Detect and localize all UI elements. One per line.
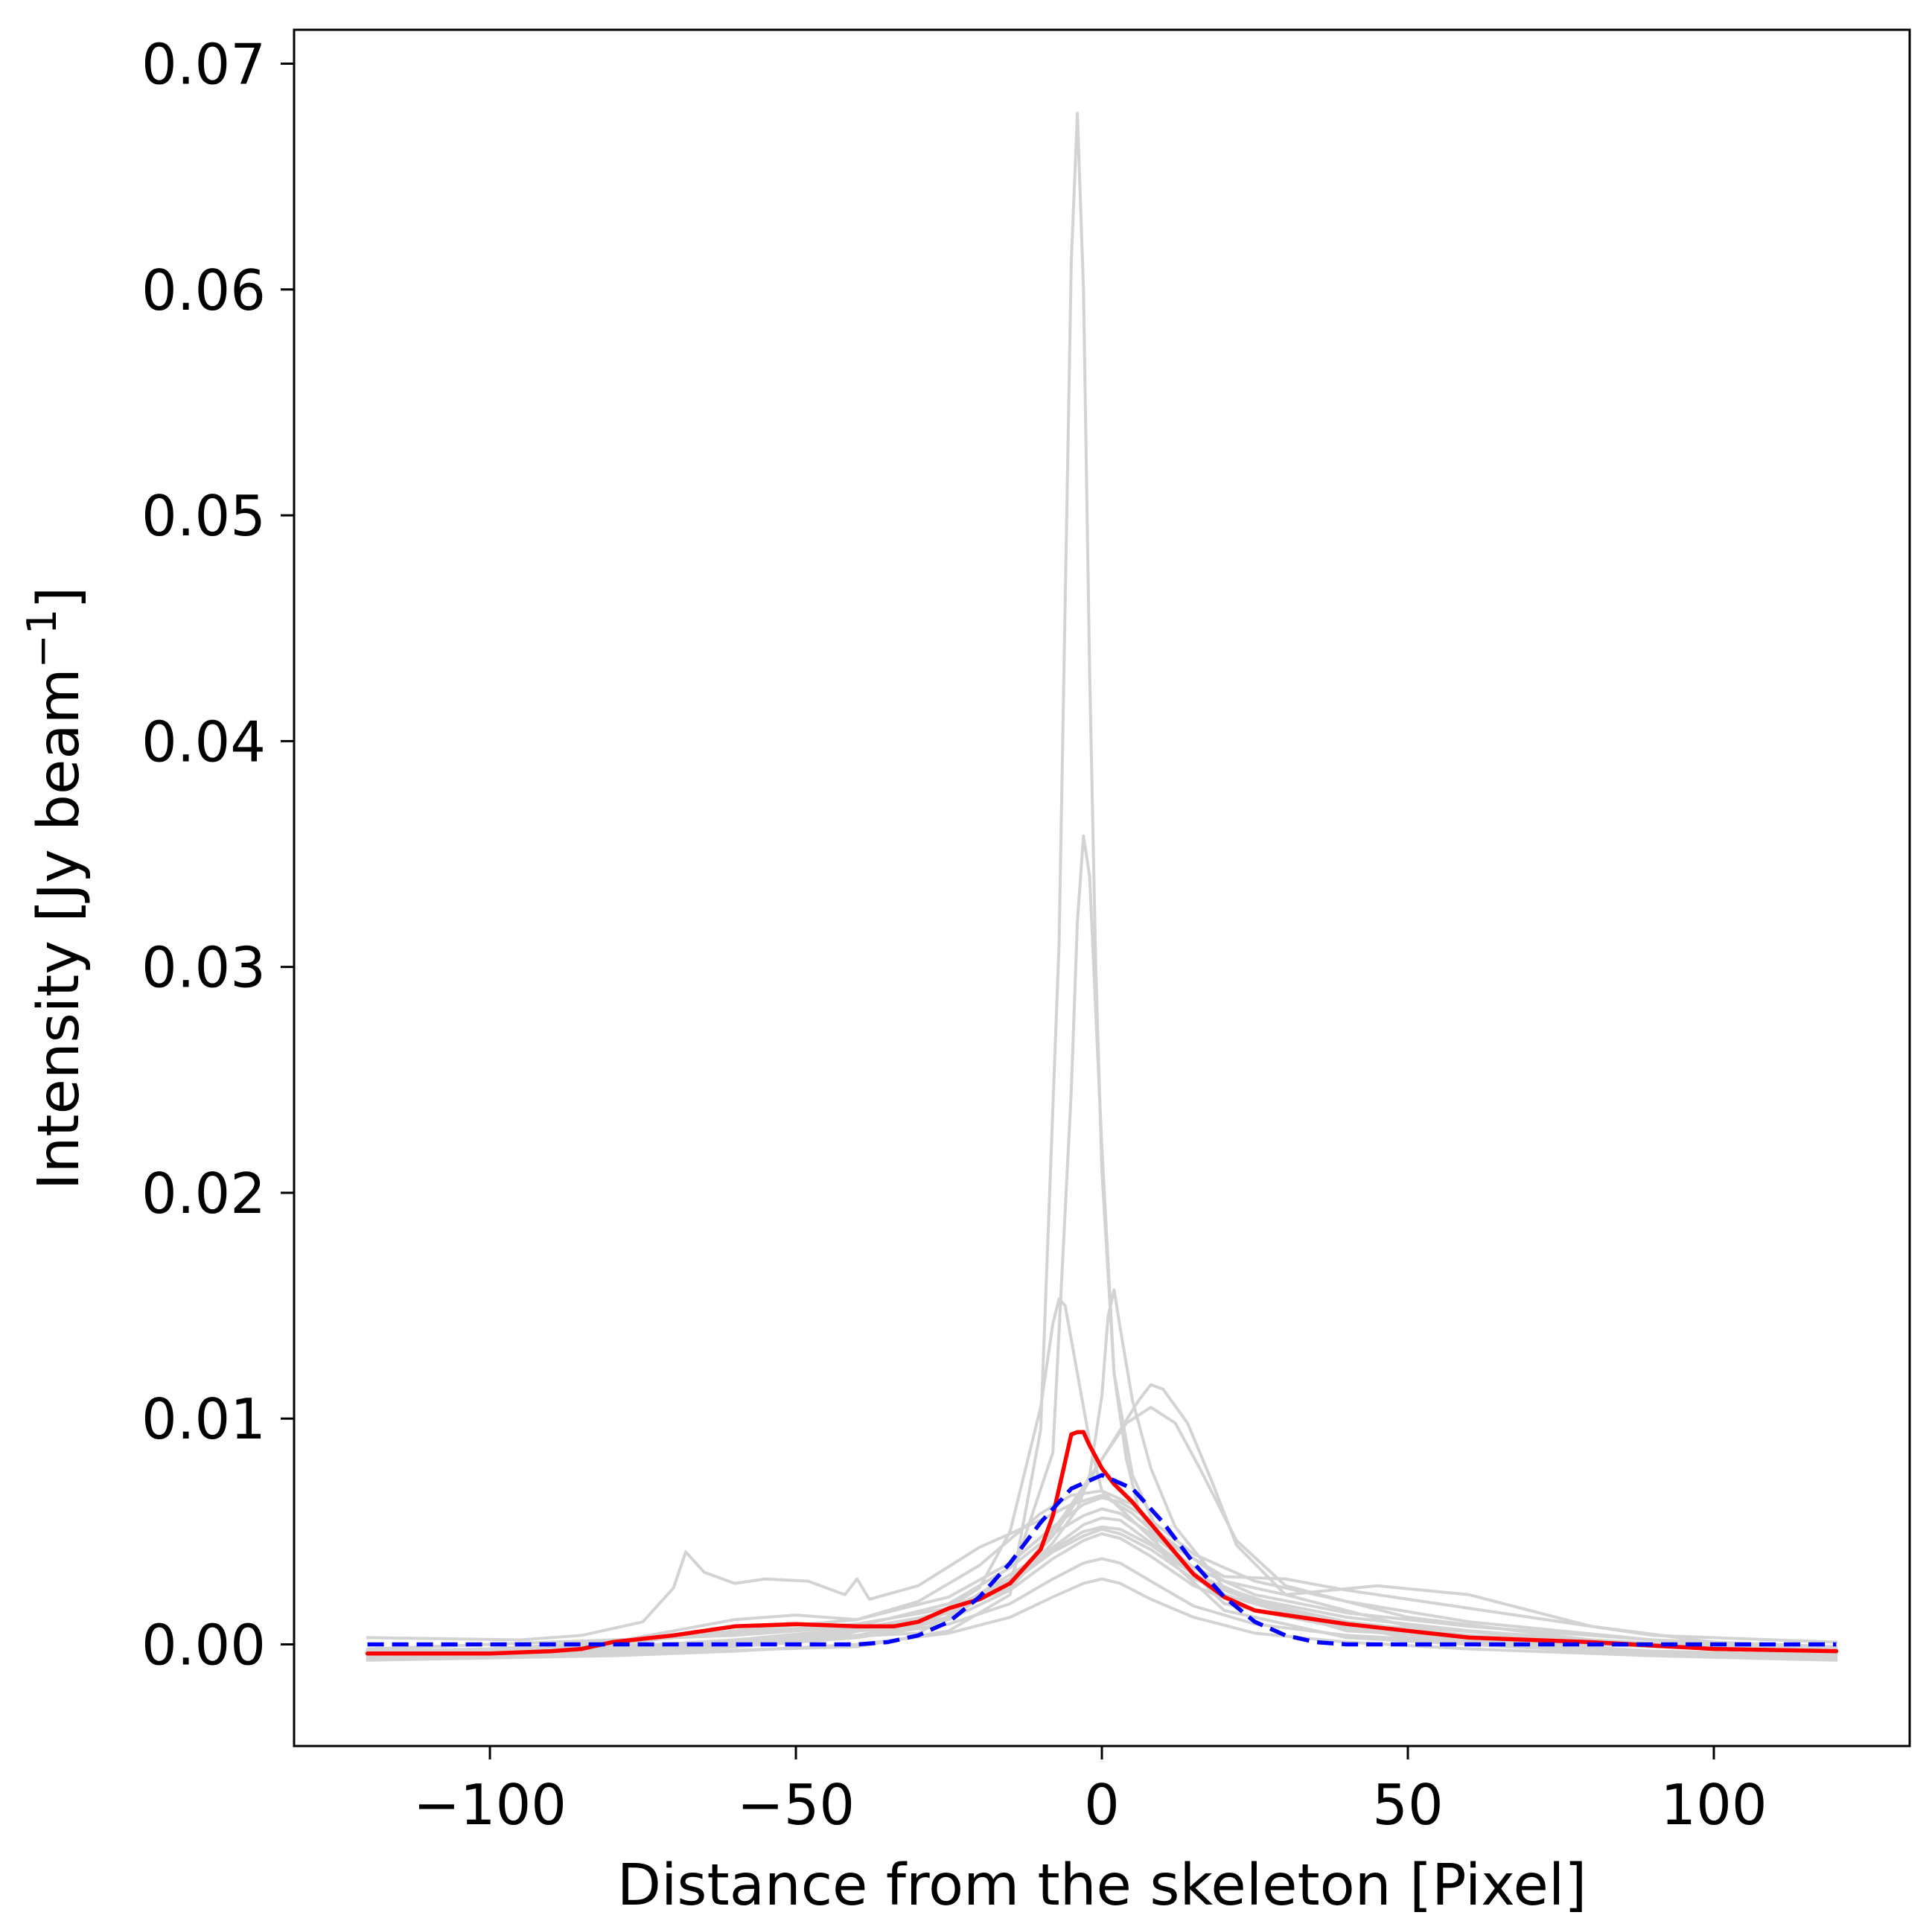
profile-line-6 bbox=[366, 1406, 1838, 1657]
x-tick-label: 100 bbox=[1660, 1772, 1767, 1838]
profile-line-1 bbox=[366, 112, 1838, 1660]
x-tick-label: −50 bbox=[737, 1772, 855, 1838]
y-tick-label: 0.07 bbox=[141, 31, 266, 97]
profile-line-8 bbox=[366, 1489, 1838, 1653]
y-axis-label: Intensity [Jy beam−1] bbox=[19, 587, 92, 1191]
y-tick-label: 0.02 bbox=[141, 1161, 266, 1226]
mean-and-fit-lines-group bbox=[365, 1430, 1839, 1656]
y-tick-label: 0.05 bbox=[141, 483, 266, 549]
y-tick-label: 0.00 bbox=[141, 1613, 266, 1678]
profile-line-14 bbox=[366, 1532, 1838, 1660]
gaussian-fit-line bbox=[367, 1473, 1837, 1647]
x-tick-label: 50 bbox=[1372, 1772, 1443, 1838]
y-axis-label-main: Intensity [Jy beam bbox=[26, 668, 92, 1190]
y-tick-label: 0.03 bbox=[141, 935, 266, 1001]
y-tick-label: 0.01 bbox=[141, 1386, 266, 1452]
y-axis-label-bracket: ] bbox=[26, 587, 92, 609]
profile-line-12 bbox=[366, 1496, 1838, 1655]
y-ticks-group: 0.00 0.01 0.02 0.03 0.04 0.05 0.06 0.07 bbox=[141, 31, 294, 1678]
profile-lines-group bbox=[366, 112, 1838, 1662]
x-axis-label: Distance from the skeleton [Pixel] bbox=[617, 1852, 1587, 1919]
profile-line-16 bbox=[366, 1527, 1838, 1657]
y-tick-label: 0.04 bbox=[141, 709, 266, 774]
profile-line-15 bbox=[366, 1525, 1838, 1653]
y-tick-label: 0.06 bbox=[141, 258, 266, 323]
x-tick-label: 0 bbox=[1084, 1772, 1120, 1838]
y-axis-label-exponent: −1 bbox=[19, 609, 66, 669]
profile-line-2 bbox=[366, 834, 1838, 1655]
profile-line-7 bbox=[366, 1494, 1838, 1644]
mean-profile-line bbox=[365, 1430, 1839, 1656]
x-tick-label: −100 bbox=[413, 1772, 567, 1838]
x-ticks-group: −100 −50 0 50 100 bbox=[413, 1746, 1767, 1838]
